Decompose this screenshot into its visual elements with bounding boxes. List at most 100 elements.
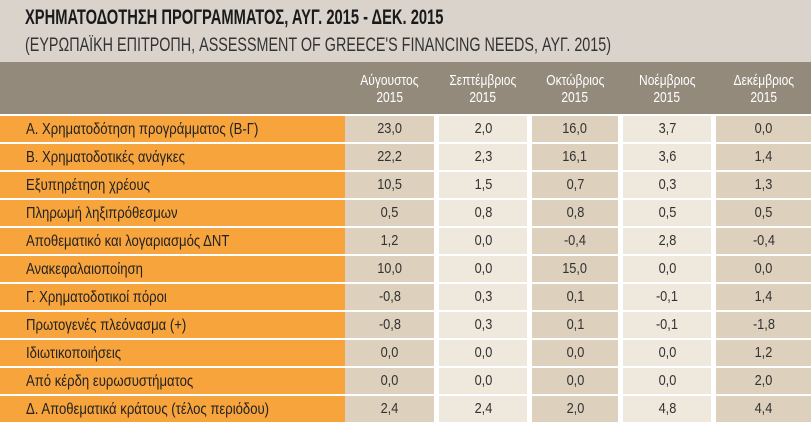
table-row: Από κέρδη ευρωσυστήματος 0,0 0,0 0,0 0,0 2,0 — [0, 368, 811, 394]
value-cell: 2,8 — [623, 228, 711, 254]
row-label-cell: Β. Χρηματοδοτικές ανάγκες — [0, 144, 345, 170]
row-label: Από κέρδη ευρωσυστήματος — [26, 373, 194, 390]
table-row: Ανακεφαλαιοποίηση 10,0 0,0 15,0 0,0 0,0 — [0, 256, 811, 282]
value: 0,5 — [754, 204, 773, 221]
value: 0,3 — [474, 316, 492, 333]
value: 2,4 — [380, 400, 399, 417]
value-cell: 0,0 — [439, 256, 527, 282]
value-cell: 2,4 — [439, 396, 527, 422]
value: 16,1 — [562, 148, 588, 165]
value-cell: 2,3 — [439, 144, 527, 170]
table-row: Β. Χρηματοδοτικές ανάγκες 22,2 2,3 16,1 3,6 1… — [0, 144, 811, 170]
value-cell: 0,0 — [439, 228, 527, 254]
value-cell: 0,5 — [716, 200, 811, 226]
table-row: Α. Χρηματοδότηση προγράμματος (Β-Γ) 23,0 2… — [0, 116, 811, 142]
value: 1,3 — [754, 176, 773, 193]
value-cell: 0,0 — [532, 368, 618, 394]
value-cell: -0,8 — [345, 284, 434, 310]
value: 2,8 — [658, 232, 676, 249]
value: 0,0 — [566, 372, 584, 389]
value: 4,4 — [754, 400, 773, 417]
value: 0,0 — [380, 344, 399, 361]
value: -0,4 — [752, 232, 775, 249]
row-label-cell: Ανακεφαλαιοποίηση — [0, 256, 345, 282]
row-label: Ανακεφαλαιοποίηση — [26, 261, 143, 278]
value-cell: 4,4 — [716, 396, 811, 422]
value-cell: 1,2 — [345, 228, 434, 254]
value-cell: 0,0 — [345, 368, 434, 394]
row-label: Πληρωμή ληξιπρόθεσμων — [26, 205, 178, 222]
value-cell: 10,0 — [345, 256, 434, 282]
value: 0,0 — [474, 372, 492, 389]
value-cell: -0,1 — [623, 284, 711, 310]
value: 10,0 — [377, 260, 402, 277]
value-cell: 0,0 — [623, 368, 711, 394]
value: -0,8 — [378, 288, 401, 305]
value-cell: 3,7 — [623, 116, 711, 142]
value: 0,0 — [754, 260, 773, 277]
table-row: Πρωτογενές πλεόνασμα (+) -0,8 0,3 0,1 -0,1 -1… — [0, 312, 811, 338]
value: 0,8 — [566, 204, 584, 221]
value: -0,4 — [564, 232, 586, 249]
table-row: Δ. Αποθεματικά κράτους (τέλος περιόδου) 2… — [0, 396, 811, 422]
value: 1,2 — [380, 232, 399, 249]
column-header: Νοέμβριος 2015 — [623, 72, 711, 106]
column-header-row — [0, 62, 811, 114]
value-cell: 0,3 — [439, 284, 527, 310]
value: 1,4 — [754, 288, 773, 305]
value-cell: 15,0 — [532, 256, 618, 282]
value-cell: 0,0 — [716, 116, 811, 142]
value-cell: 0,0 — [439, 368, 527, 394]
column-month: Αύγουστος — [360, 72, 419, 89]
row-label: Ιδιωτικοποιήσεις — [26, 345, 122, 362]
value: 2,0 — [474, 120, 492, 137]
value: 22,2 — [377, 148, 402, 165]
column-year: 2015 — [469, 89, 497, 106]
value-cell: 0,3 — [623, 172, 711, 198]
value-cell: 23,0 — [345, 116, 434, 142]
value: 1,4 — [754, 148, 773, 165]
value-cell: 0,0 — [439, 340, 527, 366]
value: 0,1 — [566, 316, 584, 333]
value-cell: 2,0 — [439, 116, 527, 142]
table-row: Ιδιωτικοποιήσεις 0,0 0,0 0,0 0,0 1,2 — [0, 340, 811, 366]
value-cell: 2,0 — [532, 396, 618, 422]
value: 0,0 — [658, 372, 676, 389]
value-cell: 22,2 — [345, 144, 434, 170]
value-cell: 2,4 — [345, 396, 434, 422]
row-label-cell: Δ. Αποθεματικά κράτους (τέλος περιόδου) — [0, 396, 345, 422]
value: -0,8 — [378, 316, 401, 333]
title-band: ΧΡΗΜΑΤΟΔΟΤΗΣΗ ΠΡΟΓΡΑΜΜΑΤΟΣ, ΑΥΓ. 2015 - … — [0, 0, 811, 62]
value-cell: 16,1 — [532, 144, 618, 170]
row-label-cell: Πληρωμή ληξιπρόθεσμων — [0, 200, 345, 226]
value: 23,0 — [377, 120, 402, 137]
row-label: Δ. Αποθεματικά κράτους (τέλος περιόδου) — [26, 401, 270, 418]
column-month: Δεκέμβριος — [733, 72, 794, 89]
table-row: Γ. Χρηματοδοτικοί πόροι -0,8 0,3 0,1 -0,1 1,4 — [0, 284, 811, 310]
value: 2,0 — [754, 372, 773, 389]
row-label-cell: Α. Χρηματοδότηση προγράμματος (Β-Γ) — [0, 116, 345, 142]
value: 3,7 — [658, 120, 676, 137]
row-label-cell: Αποθεματικό και λογαριασμός ΔΝΤ — [0, 228, 345, 254]
row-label-cell: Πρωτογενές πλεόνασμα (+) — [0, 312, 345, 338]
value: 0,7 — [566, 176, 584, 193]
value-cell: -1,8 — [716, 312, 811, 338]
value: 2,3 — [474, 148, 492, 165]
value-cell: 0,0 — [532, 340, 618, 366]
value: 0,5 — [380, 204, 399, 221]
column-year: 2015 — [750, 89, 777, 106]
value: -1,8 — [752, 316, 775, 333]
value-cell: 3,6 — [623, 144, 711, 170]
value-cell: 1,4 — [716, 144, 811, 170]
value: 16,0 — [562, 120, 588, 137]
value-cell: -0,4 — [532, 228, 618, 254]
row-label: Β. Χρηματοδοτικές ανάγκες — [26, 149, 185, 166]
row-label-cell: Από κέρδη ευρωσυστήματος — [0, 368, 345, 394]
value: 1,5 — [474, 176, 492, 193]
value-cell: -0,1 — [623, 312, 711, 338]
value-cell: 0,1 — [532, 284, 618, 310]
column-year: 2015 — [561, 89, 589, 106]
column-year: 2015 — [653, 89, 681, 106]
value-cell: 1,4 — [716, 284, 811, 310]
value: 2,4 — [474, 400, 492, 417]
